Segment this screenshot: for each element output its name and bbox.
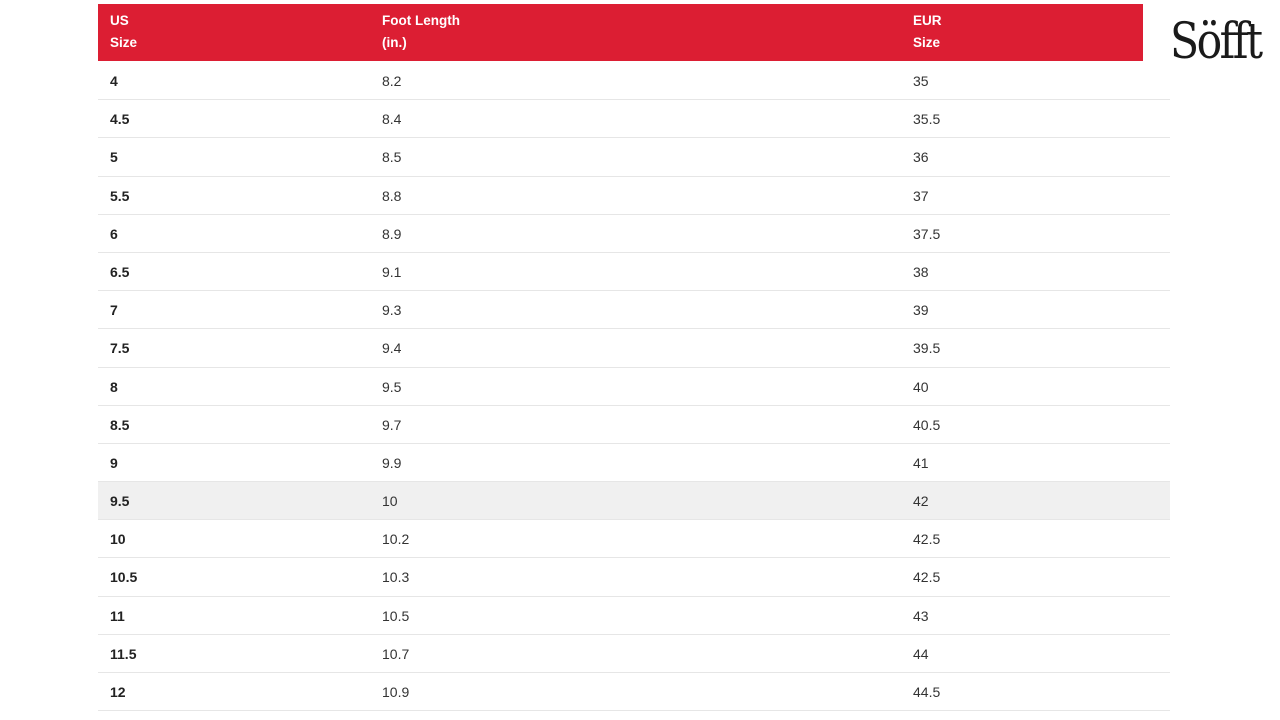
eur-size-cell: 44: [913, 645, 929, 662]
foot-length-cell: 9.3: [382, 302, 402, 319]
us-size-cell: 5.5: [110, 187, 130, 204]
eur-size-cell: 38: [913, 263, 929, 280]
us-size-cell: 4: [110, 73, 118, 89]
table-row: 9.5 10 42: [98, 482, 1170, 521]
eur-size-cell: 42.5: [913, 569, 941, 586]
eur-size-cell: 37: [913, 187, 929, 204]
size-table-body: 4 8.2 35 4.5 8.4 35.5 5 8.5 36 5.5 8.8 37 6 8.9 37.5 6.…: [98, 62, 1170, 712]
header-line: Foot Length: [382, 13, 460, 28]
foot-length-cell: 8.5: [382, 149, 402, 166]
us-size-cell: 8.5: [110, 416, 130, 433]
table-row: 6 8.9 37.5: [98, 215, 1170, 253]
us-size-cell: 10: [110, 531, 126, 548]
us-size-cell: 9: [110, 454, 118, 471]
table-row: 12 10.9 44.5: [98, 673, 1170, 712]
table-row: 9 9.9 41: [98, 444, 1170, 483]
us-size-cell: 4.5: [110, 111, 130, 128]
table-row: 7.5 9.4 39.5: [98, 329, 1170, 368]
table-row: 11 10.5 43: [98, 597, 1170, 635]
foot-length-cell: 10.7: [382, 645, 410, 662]
eur-size-cell: 41: [913, 454, 929, 471]
table-row: 8 9.5 40: [98, 368, 1170, 406]
eur-size-cell: 36: [913, 149, 929, 166]
us-size-cell: 6: [110, 225, 118, 242]
foot-length-cell: 10.3: [382, 569, 410, 586]
table-row: 10.5 10.3 42.5: [98, 558, 1170, 597]
us-size-cell: 6.5: [110, 263, 130, 280]
eur-size-cell: 35: [913, 73, 929, 89]
eur-size-cell: 39: [913, 302, 929, 319]
us-size-cell: 11: [110, 607, 125, 624]
eur-size-cell: 35.5: [913, 111, 941, 128]
table-header: US Size Foot Length (in.) EUR Size: [98, 4, 1143, 61]
header-line: Size: [110, 35, 138, 50]
eur-size-cell: 37.5: [913, 225, 941, 242]
us-size-cell: 7.5: [110, 340, 130, 357]
header-line: US: [110, 13, 129, 28]
foot-length-cell: 9.7: [382, 416, 402, 433]
foot-length-cell: 9.1: [382, 263, 402, 280]
eur-size-cell: 43: [913, 607, 929, 624]
eur-size-cell: 40.5: [913, 416, 941, 433]
foot-length-cell: 8.4: [382, 111, 402, 128]
sofft-logo: Söfft: [1170, 12, 1263, 70]
table-row: 7 9.3 39: [98, 291, 1170, 330]
table-row: 8.5 9.7 40.5: [98, 406, 1170, 444]
us-size-cell: 5: [110, 149, 118, 166]
eur-size-cell: 42.5: [913, 531, 941, 548]
table-row: 6.5 9.1 38: [98, 253, 1170, 292]
us-size-cell: 11.5: [110, 645, 137, 662]
foot-length-cell: 9.9: [382, 454, 402, 471]
table-row: 4 8.2 35: [98, 62, 1170, 101]
us-size-cell: 7: [110, 302, 118, 319]
header-eur-size: EUR Size: [913, 10, 942, 54]
foot-length-cell: 10.9: [382, 684, 410, 700]
foot-length-cell: 8.2: [382, 73, 402, 89]
us-size-cell: 9.5: [110, 493, 130, 510]
foot-length-cell: 10.5: [382, 607, 410, 624]
table-row: 4.5 8.4 35.5: [98, 100, 1170, 139]
foot-length-cell: 10: [382, 493, 398, 510]
eur-size-cell: 44.5: [913, 684, 941, 700]
table-row: 10 10.2 42.5: [98, 520, 1170, 559]
header-line: Size: [913, 35, 941, 50]
us-size-cell: 10.5: [110, 569, 138, 586]
header-line: (in.): [382, 35, 407, 50]
foot-length-cell: 9.4: [382, 340, 402, 357]
us-size-cell: 8: [110, 378, 118, 395]
foot-length-cell: 8.8: [382, 187, 402, 204]
eur-size-cell: 40: [913, 378, 929, 395]
header-us-size: US Size: [110, 10, 137, 54]
header-foot-length: Foot Length (in.): [382, 10, 460, 54]
foot-length-cell: 8.9: [382, 225, 402, 242]
header-line: EUR: [913, 13, 942, 28]
us-size-cell: 12: [110, 684, 126, 700]
table-row: 5 8.5 36: [98, 138, 1170, 177]
eur-size-cell: 42: [913, 493, 929, 510]
foot-length-cell: 10.2: [382, 531, 410, 548]
table-row: 11.5 10.7 44: [98, 635, 1170, 673]
foot-length-cell: 9.5: [382, 378, 402, 395]
table-row: 5.5 8.8 37: [98, 177, 1170, 215]
eur-size-cell: 39.5: [913, 340, 941, 357]
